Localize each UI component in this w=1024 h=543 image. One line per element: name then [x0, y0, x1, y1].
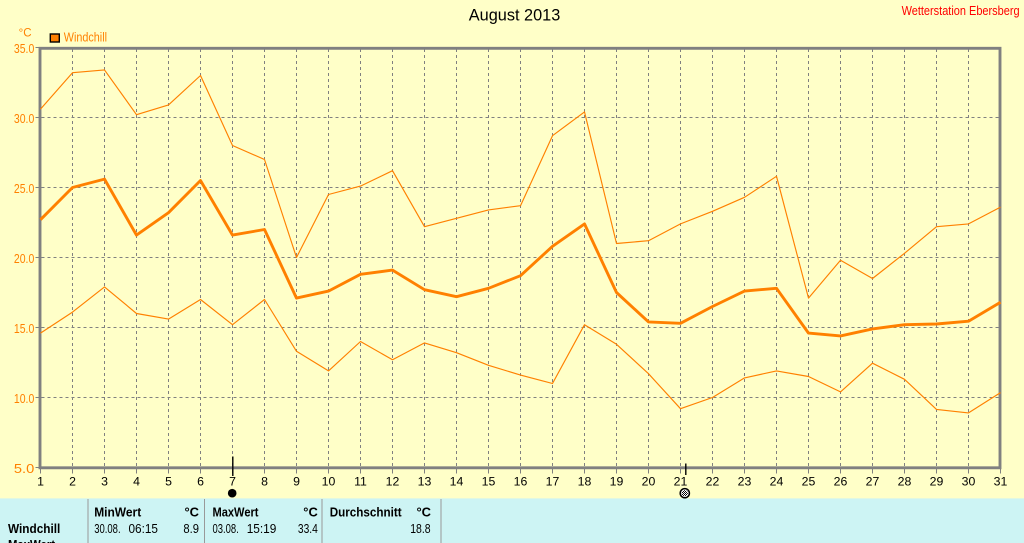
svg-text:Wetterstation Ebersberg: Wetterstation Ebersberg [902, 3, 1020, 18]
svg-text:16: 16 [514, 475, 528, 489]
svg-text:06:15: 06:15 [129, 521, 159, 536]
svg-text:15:19: 15:19 [247, 521, 277, 536]
svg-text:11: 11 [354, 475, 367, 489]
svg-text:12: 12 [386, 475, 400, 489]
svg-text:MaxWert: MaxWert [213, 505, 260, 520]
svg-text:25: 25 [802, 475, 816, 489]
svg-text:30.08.: 30.08. [94, 521, 120, 536]
svg-text:28: 28 [898, 475, 912, 489]
svg-text:21: 21 [674, 475, 688, 489]
svg-text:Windchill: Windchill [64, 30, 107, 44]
svg-text:MaxWert: MaxWert [8, 537, 56, 543]
svg-text:30.0: 30.0 [14, 112, 34, 126]
svg-text:18: 18 [578, 475, 592, 489]
svg-text:August 2013: August 2013 [469, 5, 561, 24]
svg-text:23: 23 [738, 475, 752, 489]
svg-text:°C: °C [185, 505, 200, 520]
svg-text:13: 13 [418, 475, 432, 489]
svg-text:27: 27 [866, 475, 880, 489]
svg-text:2: 2 [69, 475, 76, 489]
svg-text:30: 30 [962, 475, 976, 489]
svg-text:8: 8 [261, 475, 268, 489]
svg-text:°C: °C [303, 505, 318, 520]
svg-text:15.0: 15.0 [14, 322, 34, 336]
svg-text:Durchschnitt: Durchschnitt [330, 505, 403, 520]
svg-text:9: 9 [293, 475, 300, 489]
svg-text:Windchill: Windchill [8, 521, 60, 536]
svg-text:20: 20 [642, 475, 656, 489]
svg-text:3: 3 [101, 475, 108, 489]
svg-text:5: 5 [165, 475, 172, 489]
svg-text:19: 19 [610, 475, 624, 489]
svg-text:10: 10 [322, 475, 336, 489]
svg-text:14: 14 [450, 475, 464, 489]
svg-text:03.08.: 03.08. [213, 521, 239, 536]
svg-text:15: 15 [482, 475, 496, 489]
svg-text:31: 31 [994, 475, 1008, 489]
svg-text:20.0: 20.0 [14, 252, 34, 266]
svg-text:8.9: 8.9 [183, 521, 199, 536]
svg-text:°C: °C [417, 505, 432, 520]
svg-text:6: 6 [197, 475, 204, 489]
svg-text:24: 24 [770, 475, 784, 489]
svg-text:MinWert: MinWert [94, 505, 142, 520]
svg-text:17: 17 [546, 475, 560, 489]
svg-text:26: 26 [834, 475, 848, 489]
svg-text:4: 4 [133, 475, 140, 489]
svg-text:°C: °C [19, 28, 32, 40]
svg-text:10.0: 10.0 [14, 392, 34, 406]
svg-text:33.4: 33.4 [298, 521, 318, 536]
svg-text:18.8: 18.8 [410, 521, 430, 536]
svg-text:7: 7 [229, 475, 236, 489]
svg-text:35.0: 35.0 [14, 42, 34, 56]
svg-text:5.0: 5.0 [14, 462, 34, 476]
svg-text:22: 22 [706, 475, 720, 489]
svg-text:25.0: 25.0 [14, 182, 34, 196]
svg-text:29: 29 [930, 475, 944, 489]
svg-text:1: 1 [37, 475, 44, 489]
